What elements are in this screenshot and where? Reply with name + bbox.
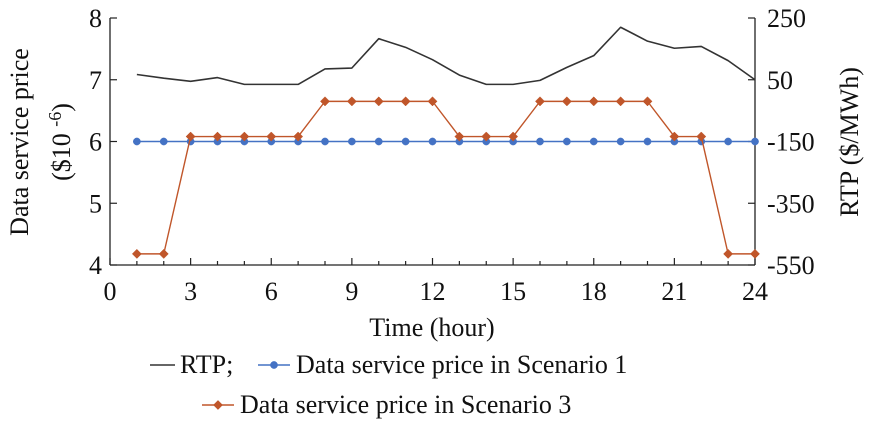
data-point-scenario-3	[696, 131, 707, 142]
data-point-scenario-3	[561, 96, 572, 107]
y-right-tick-label: -550	[767, 251, 815, 280]
y-axis-unit-left-close: )	[47, 103, 76, 112]
data-point-scenario-3	[454, 131, 465, 142]
data-point-scenario-3	[723, 248, 734, 259]
data-point-scenario-3	[212, 131, 223, 142]
data-point-scenario-3	[346, 96, 357, 107]
data-point-scenario-3	[131, 248, 142, 259]
y-left-tick-label: 4	[89, 251, 102, 280]
series-line-rtp	[136, 26, 756, 86]
data-point-scenario-1	[751, 137, 759, 146]
x-tick-label: 24	[742, 277, 768, 306]
data-point-scenario-1	[643, 137, 652, 146]
x-tick-label: 21	[661, 277, 687, 306]
y-axis-unit-left-exponent: -6	[45, 112, 65, 127]
data-point-scenario-3	[293, 131, 304, 142]
legend-marker-scenario-1	[270, 361, 278, 369]
ticks: 0 3 6 9 12 15 18 21 24 4 5 6 7 8 -550 -350 -150 50 250	[89, 4, 815, 306]
x-tick-label: 0	[104, 277, 117, 306]
y-left-tick-label: 7	[89, 66, 102, 95]
y-right-tick-label: -350	[767, 189, 815, 218]
legend-marker-scenario-3	[213, 400, 223, 410]
data-point-scenario-3	[320, 96, 330, 107]
y-right-tick-label: 250	[767, 4, 806, 33]
data-point-scenario-3	[750, 248, 760, 259]
data-point-scenario-3	[373, 96, 384, 107]
series-line-scenario-3	[136, 100, 755, 255]
data-point-scenario-3	[535, 96, 545, 107]
data-point-scenario-1	[133, 137, 141, 146]
data-point-scenario-3	[185, 131, 196, 142]
x-tick-label: 3	[184, 277, 197, 306]
data-point-scenario-3	[158, 248, 169, 259]
series-rtp	[136, 26, 756, 86]
data-point-scenario-3	[615, 96, 626, 107]
data-point-scenario-1	[536, 137, 544, 146]
y-right-tick-label: -150	[767, 128, 815, 157]
data-point-scenario-1	[348, 137, 356, 146]
data-point-scenario-1	[374, 137, 383, 146]
data-point-scenario-3	[669, 131, 680, 142]
data-point-scenario-1	[589, 137, 598, 146]
legend-label-scenario-3: Data service price in Scenario 3	[240, 390, 571, 419]
series-scenario-1	[133, 137, 759, 146]
y-right-tick-label: 50	[767, 66, 793, 95]
data-point-scenario-1	[401, 137, 410, 146]
data-point-scenario-1	[724, 137, 732, 146]
data-point-scenario-1	[321, 137, 329, 146]
x-tick-label: 18	[581, 277, 607, 306]
y-left-tick-label: 6	[89, 128, 102, 157]
y-left-tick-label: 5	[89, 189, 102, 218]
y-axis-unit-left: ($10	[47, 133, 76, 181]
data-point-scenario-3	[481, 131, 492, 142]
data-point-scenario-1	[616, 137, 625, 146]
data-point-scenario-1	[428, 137, 437, 146]
legend-label-scenario-1: Data service price in Scenario 1	[296, 350, 627, 379]
x-tick-label: 6	[265, 277, 278, 306]
data-point-scenario-3	[400, 96, 411, 107]
data-point-scenario-3	[508, 131, 519, 142]
series-scenario-3	[131, 96, 760, 259]
y-axis-title-left-line2: ($10 -6)	[45, 103, 76, 181]
x-tick-label: 12	[420, 277, 446, 306]
y-axis-title-left-line1: Data service price	[5, 48, 34, 236]
legend: RTP; Data service price in Scenario 1 Data…	[150, 350, 627, 419]
data-point-scenario-3	[427, 96, 438, 107]
x-axis-title: Time (hour)	[369, 313, 494, 342]
data-point-scenario-3	[588, 96, 599, 107]
legend-label-rtp: RTP;	[180, 350, 233, 379]
x-tick-label: 15	[500, 277, 526, 306]
data-point-scenario-1	[159, 137, 168, 146]
data-point-scenario-1	[563, 137, 571, 146]
y-axis-title-right: RTP ($/MWh)	[835, 67, 864, 217]
series-layer	[131, 26, 760, 259]
data-point-scenario-3	[239, 131, 250, 142]
x-tick-label: 9	[345, 277, 358, 306]
data-point-scenario-3	[642, 96, 653, 107]
data-point-scenario-3	[266, 131, 277, 142]
y-left-tick-label: 8	[89, 4, 102, 33]
